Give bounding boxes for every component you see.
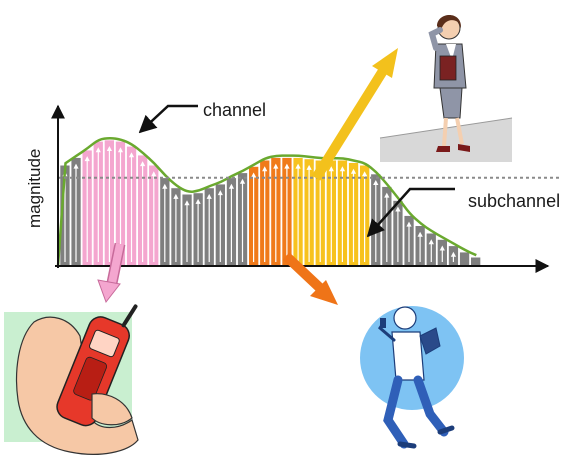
channel-pointer xyxy=(138,104,198,134)
arrow-to-top-user xyxy=(311,48,398,181)
arrow-to-bottom-user xyxy=(282,252,338,305)
subchannel-arrow-head xyxy=(395,206,401,212)
subchannel-arrow-head xyxy=(251,172,257,178)
subchannel-arrow-head xyxy=(350,168,357,174)
subchannel-arrow-head xyxy=(384,192,390,198)
subchannel-arrow-head xyxy=(95,147,101,153)
subchannel-arrow-head xyxy=(239,178,246,184)
subchannel-arrow-head xyxy=(362,171,368,177)
subchannel-arrow-head xyxy=(173,193,179,199)
subchannel-arrow-head xyxy=(140,161,146,167)
man-walking-with-phone-icon xyxy=(360,306,464,449)
subchannel-arrow-head xyxy=(284,163,290,169)
businesswoman-on-phone-icon xyxy=(379,15,513,162)
subchannel-arrow-head xyxy=(417,231,423,237)
subchannel-arrow-head xyxy=(206,193,212,199)
subchannel-arrow-head xyxy=(262,166,268,172)
subchannel-arrow-head xyxy=(306,164,312,170)
channel-curve xyxy=(56,137,477,267)
subchannel-bar-gray xyxy=(470,256,481,267)
subchannel-arrow-head xyxy=(117,147,123,153)
subchannel-arrow-head xyxy=(295,163,301,169)
subchannel-arrow-head xyxy=(450,251,457,257)
subchannel-arrow-head xyxy=(162,183,168,189)
channel-label: channel xyxy=(203,100,266,120)
subchannel-arrow-head xyxy=(273,163,279,169)
subchannel-arrow-head xyxy=(84,156,90,162)
subchannel-bar-gray xyxy=(459,251,470,267)
subchannel-arrow-head xyxy=(406,221,412,227)
subchannel-arrow-head xyxy=(106,146,112,151)
subchannel-arrow-head xyxy=(373,180,379,185)
arrow-to-left-user xyxy=(97,242,126,304)
subchannel-arrow-head xyxy=(228,183,234,189)
subchannel-arrow-head xyxy=(73,163,79,169)
subchannel-label: subchannel xyxy=(468,191,560,211)
subchannel-arrow-head xyxy=(339,166,346,172)
subchannel-arrow-head xyxy=(184,200,190,206)
y-axis-label: magnitude xyxy=(25,149,44,228)
subchannel-arrow-head xyxy=(217,190,223,196)
subchannel-arrow-head xyxy=(328,166,334,172)
subchannel-arrow-head xyxy=(128,152,135,158)
subchannel-arrow-head xyxy=(439,245,445,251)
subchannel-pointer xyxy=(366,187,455,238)
subchannel-arrow-head xyxy=(195,198,201,204)
mobile-phone-in-hand-icon xyxy=(4,304,139,455)
subchannel-arrow-head xyxy=(428,239,434,245)
subchannel-arrow-head xyxy=(151,171,157,177)
